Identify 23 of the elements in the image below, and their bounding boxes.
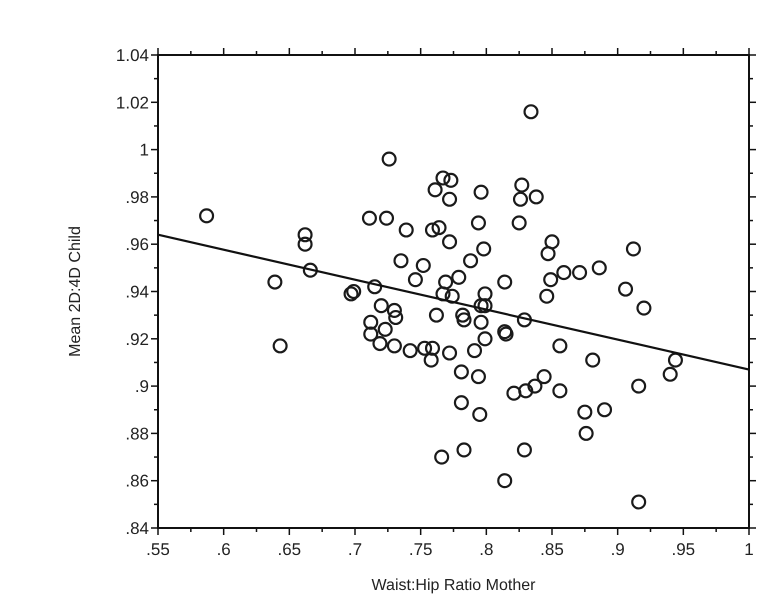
y-tick-label: .98 xyxy=(125,188,149,207)
y-tick-label: 1 xyxy=(140,140,149,160)
y-tick-label: .88 xyxy=(125,424,149,444)
y-tick-label: .86 xyxy=(125,472,149,491)
x-tick-label: .8 xyxy=(479,540,494,559)
y-tick-label: 1.02 xyxy=(116,93,149,112)
x-tick-label: .7 xyxy=(348,540,362,559)
x-tick-label: .55 xyxy=(146,540,170,559)
x-tick-label: .6 xyxy=(216,540,231,559)
y-axis-title: Mean 2D:4D Child xyxy=(67,226,84,357)
y-tick-label: 1.04 xyxy=(116,46,149,65)
x-tick-label: .75 xyxy=(408,540,432,559)
y-tick-label: .9 xyxy=(134,377,149,396)
x-tick-label: .9 xyxy=(610,540,625,559)
x-tick-label: .95 xyxy=(672,540,696,559)
y-tick-label: .92 xyxy=(125,330,149,349)
x-axis-title: Waist:Hip Ratio Mother xyxy=(372,577,536,594)
x-tick-label: .85 xyxy=(540,540,564,559)
y-tick-label: .96 xyxy=(125,235,149,254)
x-tick-label: 1 xyxy=(744,540,754,559)
y-tick-label: .84 xyxy=(125,518,149,538)
y-tick-label: .94 xyxy=(125,282,149,302)
x-tick-label: .65 xyxy=(278,540,302,559)
